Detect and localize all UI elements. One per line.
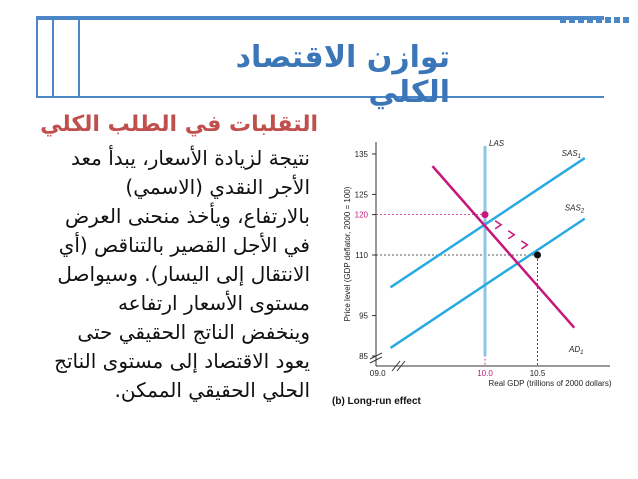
x-tick-label: 10.0 bbox=[477, 369, 493, 378]
y-tick-label: 85 bbox=[359, 352, 368, 361]
series-line-ad1 bbox=[431, 165, 576, 329]
x-axis-break bbox=[391, 360, 406, 372]
series-label-sas1: SAS1 bbox=[562, 149, 581, 160]
series-label-subscript: 1 bbox=[578, 154, 581, 160]
movement-arrow bbox=[520, 240, 529, 250]
equilibrium-point bbox=[534, 251, 541, 259]
decor-title-underline bbox=[80, 96, 604, 98]
series-line-sas1 bbox=[389, 156, 586, 289]
chart-guides bbox=[376, 214, 538, 366]
slide-title: توازن الاقتصاد الكلي bbox=[235, 40, 450, 110]
body-line: في الأجل القصير بالتناقص (أي bbox=[58, 233, 310, 257]
y-tick-label: 110 bbox=[355, 251, 368, 260]
chart-marks bbox=[481, 211, 541, 259]
body-line: وينخفض الناتج الحقيقي حتى bbox=[77, 320, 310, 344]
y-tick-label: 95 bbox=[359, 312, 368, 321]
y-tick-label: 120 bbox=[355, 211, 369, 220]
body-line: بالارتفاع، ويأخذ منحنى العرض bbox=[64, 204, 310, 228]
y-axis-title: Price level (GDP deflator, 2000 = 100) bbox=[343, 186, 352, 321]
decor-top-bar bbox=[36, 16, 604, 20]
body-line: الانتقال إلى اليسار). وسيواصل bbox=[57, 262, 310, 286]
chart-labels: LAS SAS1 SAS2 AD1 bbox=[489, 139, 585, 356]
body-line: الأجر النقدي (الاسمي) bbox=[125, 175, 310, 199]
chart-caption: (b) Long-run effect bbox=[332, 396, 421, 407]
y-tick-label: 135 bbox=[355, 150, 369, 159]
series-label-sas2: SAS2 bbox=[565, 204, 585, 215]
body-line: الحلي الحقيقي الممكن. bbox=[114, 378, 310, 402]
slide-subtitle: التقلبات في الطلب الكلي bbox=[40, 112, 318, 137]
body-line: يعود الاقتصاد إلى مستوى الناتج bbox=[54, 349, 310, 373]
x-tick-label: 10.5 bbox=[530, 369, 546, 378]
decor-dots bbox=[560, 8, 632, 27]
series-label-subscript: 2 bbox=[580, 209, 585, 215]
x-tick-label: 0 bbox=[370, 369, 375, 378]
chart-lines bbox=[389, 145, 586, 356]
movement-arrow bbox=[494, 220, 503, 230]
decor-left-box bbox=[36, 20, 80, 98]
x-tick-label: 9.0 bbox=[374, 369, 386, 378]
series-line-sas2 bbox=[389, 217, 586, 349]
series-label-subscript: 1 bbox=[580, 350, 583, 356]
body-line: مستوى الأسعار ارتفاعه bbox=[117, 291, 310, 315]
body-line: نتيجة لزيادة الأسعار، يبدأ معد bbox=[71, 146, 310, 170]
body-text: نتيجة لزيادة الأسعار، يبدأ معد الأجر الن… bbox=[20, 144, 310, 405]
y-tick-label: 125 bbox=[355, 190, 369, 199]
equilibrium-point bbox=[481, 211, 489, 219]
x-axis-title: Real GDP (trillions of 2000 dollars) bbox=[488, 379, 611, 388]
decor-left-strip bbox=[52, 20, 54, 98]
series-label-las: LAS bbox=[489, 139, 505, 148]
series-label-ad1: AD1 bbox=[568, 345, 583, 356]
movement-arrow bbox=[507, 230, 516, 240]
